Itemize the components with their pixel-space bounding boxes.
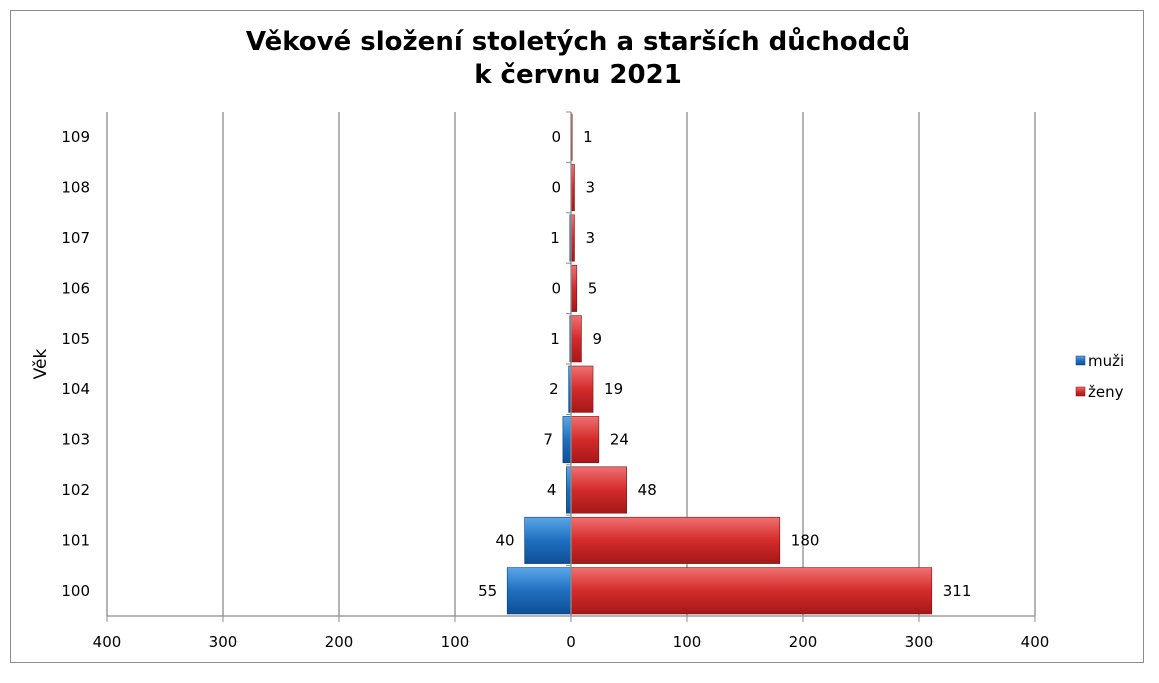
x-tick-label: 0 (566, 633, 576, 651)
data-label-zeny: 311 (943, 582, 972, 600)
y-tick-label: 103 (61, 431, 90, 449)
data-label-muzi: 1 (550, 229, 560, 247)
bar-zeny (570, 315, 582, 363)
data-label-muzi: 4 (547, 481, 557, 499)
data-label-muzi: 40 (496, 531, 515, 549)
data-label-zeny: 1 (583, 128, 593, 146)
data-label-zeny: 19 (604, 380, 623, 398)
data-label-zeny: 3 (585, 179, 595, 197)
data-label-muzi: 2 (549, 380, 559, 398)
y-tick-label: 107 (61, 229, 90, 247)
legend-label: ženy (1088, 383, 1124, 401)
legend-label: muži (1088, 352, 1124, 370)
y-tick-label: 104 (61, 380, 90, 398)
x-tick-label: 100 (441, 633, 470, 651)
x-tick-label: 400 (93, 633, 122, 651)
y-tick-label: 109 (61, 128, 90, 146)
y-axis-title: Věk (31, 349, 51, 380)
data-label-muzi: 7 (543, 431, 553, 449)
data-label-muzi: 55 (478, 582, 497, 600)
data-label-muzi: 0 (551, 128, 561, 146)
legend-swatch (1075, 355, 1086, 366)
x-tick-label: 200 (789, 633, 818, 651)
bar-zeny (570, 516, 781, 564)
data-label-muzi: 0 (551, 279, 561, 297)
bar-muzi (562, 416, 572, 464)
x-tick-label: 300 (905, 633, 934, 651)
bar-zeny (570, 264, 578, 312)
y-tick-label: 106 (61, 279, 90, 297)
y-tick-label: 101 (61, 531, 90, 549)
bar-zeny (570, 567, 933, 615)
bar-muzi (524, 516, 572, 564)
data-label-zeny: 48 (638, 481, 657, 499)
data-label-muzi: 1 (550, 330, 560, 348)
chart-title-line-2: k červnu 2021 (474, 60, 682, 90)
data-label-zeny: 9 (592, 330, 602, 348)
legend-swatch (1075, 386, 1086, 397)
x-tick-label: 300 (209, 633, 238, 651)
y-tick-label: 100 (61, 582, 90, 600)
data-label-zeny: 5 (588, 279, 598, 297)
y-tick-label: 102 (61, 481, 90, 499)
data-label-zeny: 24 (610, 431, 629, 449)
x-tick-label: 200 (325, 633, 354, 651)
y-tick-label: 105 (61, 330, 90, 348)
bar-muzi (566, 466, 572, 514)
chart-title-line-1: Věkové složení stoletých a starších důch… (246, 26, 910, 57)
bar-zeny (570, 466, 627, 514)
x-tick-label: 400 (1021, 633, 1050, 651)
data-label-zeny: 3 (585, 229, 595, 247)
bar-zeny (570, 416, 600, 464)
bar-muzi (506, 567, 572, 615)
bar-zeny (570, 365, 594, 413)
data-label-zeny: 180 (791, 531, 820, 549)
x-tick-label: 100 (673, 633, 702, 651)
y-tick-label: 108 (61, 179, 90, 197)
data-label-muzi: 0 (551, 179, 561, 197)
